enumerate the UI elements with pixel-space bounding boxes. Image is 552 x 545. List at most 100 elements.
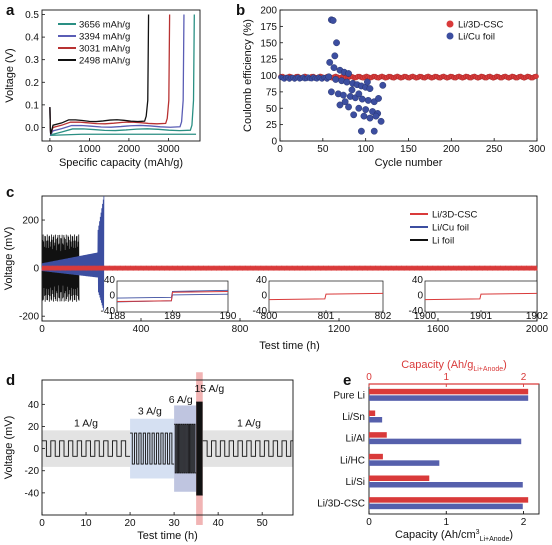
- c-inset-x-tick-label: 188: [109, 311, 126, 322]
- b-legend-marker: [446, 20, 454, 28]
- e-top-tick-label: 2: [521, 372, 527, 383]
- a-legend-label: 3031 mAh/g: [79, 44, 130, 55]
- e-category-label: Pure Li: [333, 390, 365, 401]
- e-bottom-axis-label: Capacity (Ah/cm3Li+Anode): [395, 529, 513, 543]
- c-inset-x-tick-label: 801: [318, 311, 335, 322]
- b-point-li-cu: [355, 90, 363, 98]
- b-y-tick-label: 150: [260, 38, 277, 49]
- panel-letter: e: [343, 372, 351, 389]
- a-legend-label: 2498 mAh/g: [79, 56, 130, 67]
- b-y-tick-label: 75: [266, 87, 278, 98]
- c-inset-y-tick-label: 0: [109, 291, 115, 302]
- d-y-tick-label: 40: [28, 400, 40, 411]
- b-point-li-cu: [345, 70, 352, 77]
- a-series-line: [49, 14, 185, 137]
- c-y-tick-label: -200: [19, 312, 39, 323]
- d-xlabel: Test time (h): [137, 530, 198, 542]
- c-inset-y-tick-label: 0: [261, 291, 267, 302]
- e-category-label: Li/3D-CSC: [317, 499, 365, 510]
- d-rate-label: 3 A/g: [138, 405, 162, 417]
- c-inset-x-tick-label: 1902: [526, 311, 549, 322]
- b-point-li-cu: [332, 76, 340, 83]
- c-inset-frame: [268, 280, 384, 313]
- b-point-li-cu: [341, 98, 349, 106]
- d-ylabel: Voltage (mV): [3, 416, 15, 480]
- e-top-axis-label: Capacity (Ah/gLi+Anode): [401, 359, 507, 373]
- e-bar-ah-per-g: [369, 453, 383, 460]
- b-point-li-cu: [327, 88, 335, 96]
- c-inset-curve-li-3d-csc: [424, 292, 538, 301]
- e-bottom-tick-label: 2: [521, 517, 527, 528]
- e-bar-ah-per-cm3: [369, 395, 529, 401]
- panel-b: b 0 50 100 150 200 250 300 0 25 50 75 100 125 150 175 20…: [236, 2, 546, 169]
- panel-letter: a: [6, 2, 15, 19]
- c-inset-x-tick-label: 1901: [470, 311, 493, 322]
- e-bottom-axis-label-sup: 3: [476, 529, 480, 536]
- a-legend-label: 3656 mAh/g: [79, 20, 130, 31]
- b-point-li-cu: [355, 104, 363, 112]
- b-x-tick-label: 0: [277, 144, 283, 155]
- d-y-tick-label: 0: [33, 444, 39, 455]
- a-discharge-line: [49, 133, 197, 136]
- b-point-li-cu: [366, 85, 374, 93]
- a-x-tick-label: 0: [47, 144, 53, 155]
- c-inset-y-tick-label: 0: [417, 291, 423, 302]
- d-voltage-trace: [42, 440, 131, 457]
- c-inset-curve-li-3d-csc: [268, 292, 384, 301]
- a-series-line: [49, 14, 195, 135]
- d-voltage-trace: [130, 432, 175, 465]
- d-y-tick-label: -40: [25, 488, 40, 499]
- b-point-li-cu: [377, 117, 385, 125]
- e-bar-ah-per-cm3: [369, 460, 440, 466]
- c-inset-x-tick-label: 190: [220, 311, 237, 322]
- a-y-tick-label: 0.2: [25, 78, 39, 89]
- b-point-li-cu: [366, 114, 374, 122]
- b-point-li-cu: [364, 96, 372, 104]
- a-y-tick-label: 0.5: [25, 10, 39, 21]
- d-x-tick-label: 10: [80, 518, 92, 529]
- a-x-tick-label: 3000: [157, 144, 180, 155]
- a-y-tick-label: 0.1: [25, 100, 39, 111]
- b-point-li-cu: [329, 17, 337, 24]
- a-x-tick-label: 1000: [78, 144, 101, 155]
- c-inset-y-tick-label: 40: [256, 275, 268, 286]
- b-point-li-cu: [333, 39, 340, 47]
- b-x-tick-label: 200: [443, 144, 460, 155]
- c-inset-x-tick-label: 189: [164, 311, 181, 322]
- panel-letter: d: [6, 372, 15, 389]
- e-bar-ah-per-cm3: [369, 482, 523, 488]
- c-x-tick-label: 2000: [526, 324, 549, 335]
- e-category-label: Li/Al: [346, 434, 365, 445]
- d-x-tick-label: 40: [213, 518, 225, 529]
- c-x-tick-label: 800: [232, 324, 249, 335]
- c-x-tick-label: 1600: [427, 324, 450, 335]
- e-bar-ah-per-g: [369, 410, 376, 416]
- e-top-axis-label-main: Capacity (Ah/g: [401, 359, 473, 371]
- b-point-li-cu: [350, 111, 358, 119]
- e-category-label: Li/HC: [340, 455, 365, 466]
- d-rate-label: 6 A/g: [169, 394, 193, 406]
- d-x-tick-label: 50: [257, 518, 269, 529]
- c-inset-x-tick-label: 800: [261, 311, 278, 322]
- b-y-tick-label: 25: [266, 120, 278, 131]
- b-point-li-cu: [363, 78, 371, 86]
- plot-frame-e: [368, 383, 540, 515]
- b-point-li-cu: [331, 52, 339, 60]
- b-point-li-cu: [336, 101, 344, 109]
- panel-d: d 0 10 20 30 40 50 -40 -20 0 20 40 Test time (h) Volt…: [3, 372, 294, 542]
- e-bar-ah-per-g: [369, 432, 387, 438]
- panel-letter: c: [6, 184, 14, 201]
- d-voltage-trace: [196, 401, 203, 496]
- c-inset-curve-li-3d-csc: [116, 290, 229, 303]
- b-point-li-cu: [362, 106, 370, 113]
- b-y-tick-label: 50: [266, 104, 278, 115]
- e-bottom-axis-label-end: ): [509, 529, 513, 541]
- c-inset-y-tick-label: -40: [101, 306, 116, 317]
- c-xlabel: Test time (h): [259, 340, 320, 352]
- b-point-li-cu: [339, 91, 347, 99]
- e-bottom-tick-label: 0: [366, 517, 372, 528]
- e-top-axis-label-sub: Li+Anode: [473, 366, 503, 373]
- b-legend-marker: [446, 32, 454, 40]
- b-x-tick-label: 300: [529, 144, 546, 155]
- c-inset-y-tick-label: 40: [412, 275, 424, 286]
